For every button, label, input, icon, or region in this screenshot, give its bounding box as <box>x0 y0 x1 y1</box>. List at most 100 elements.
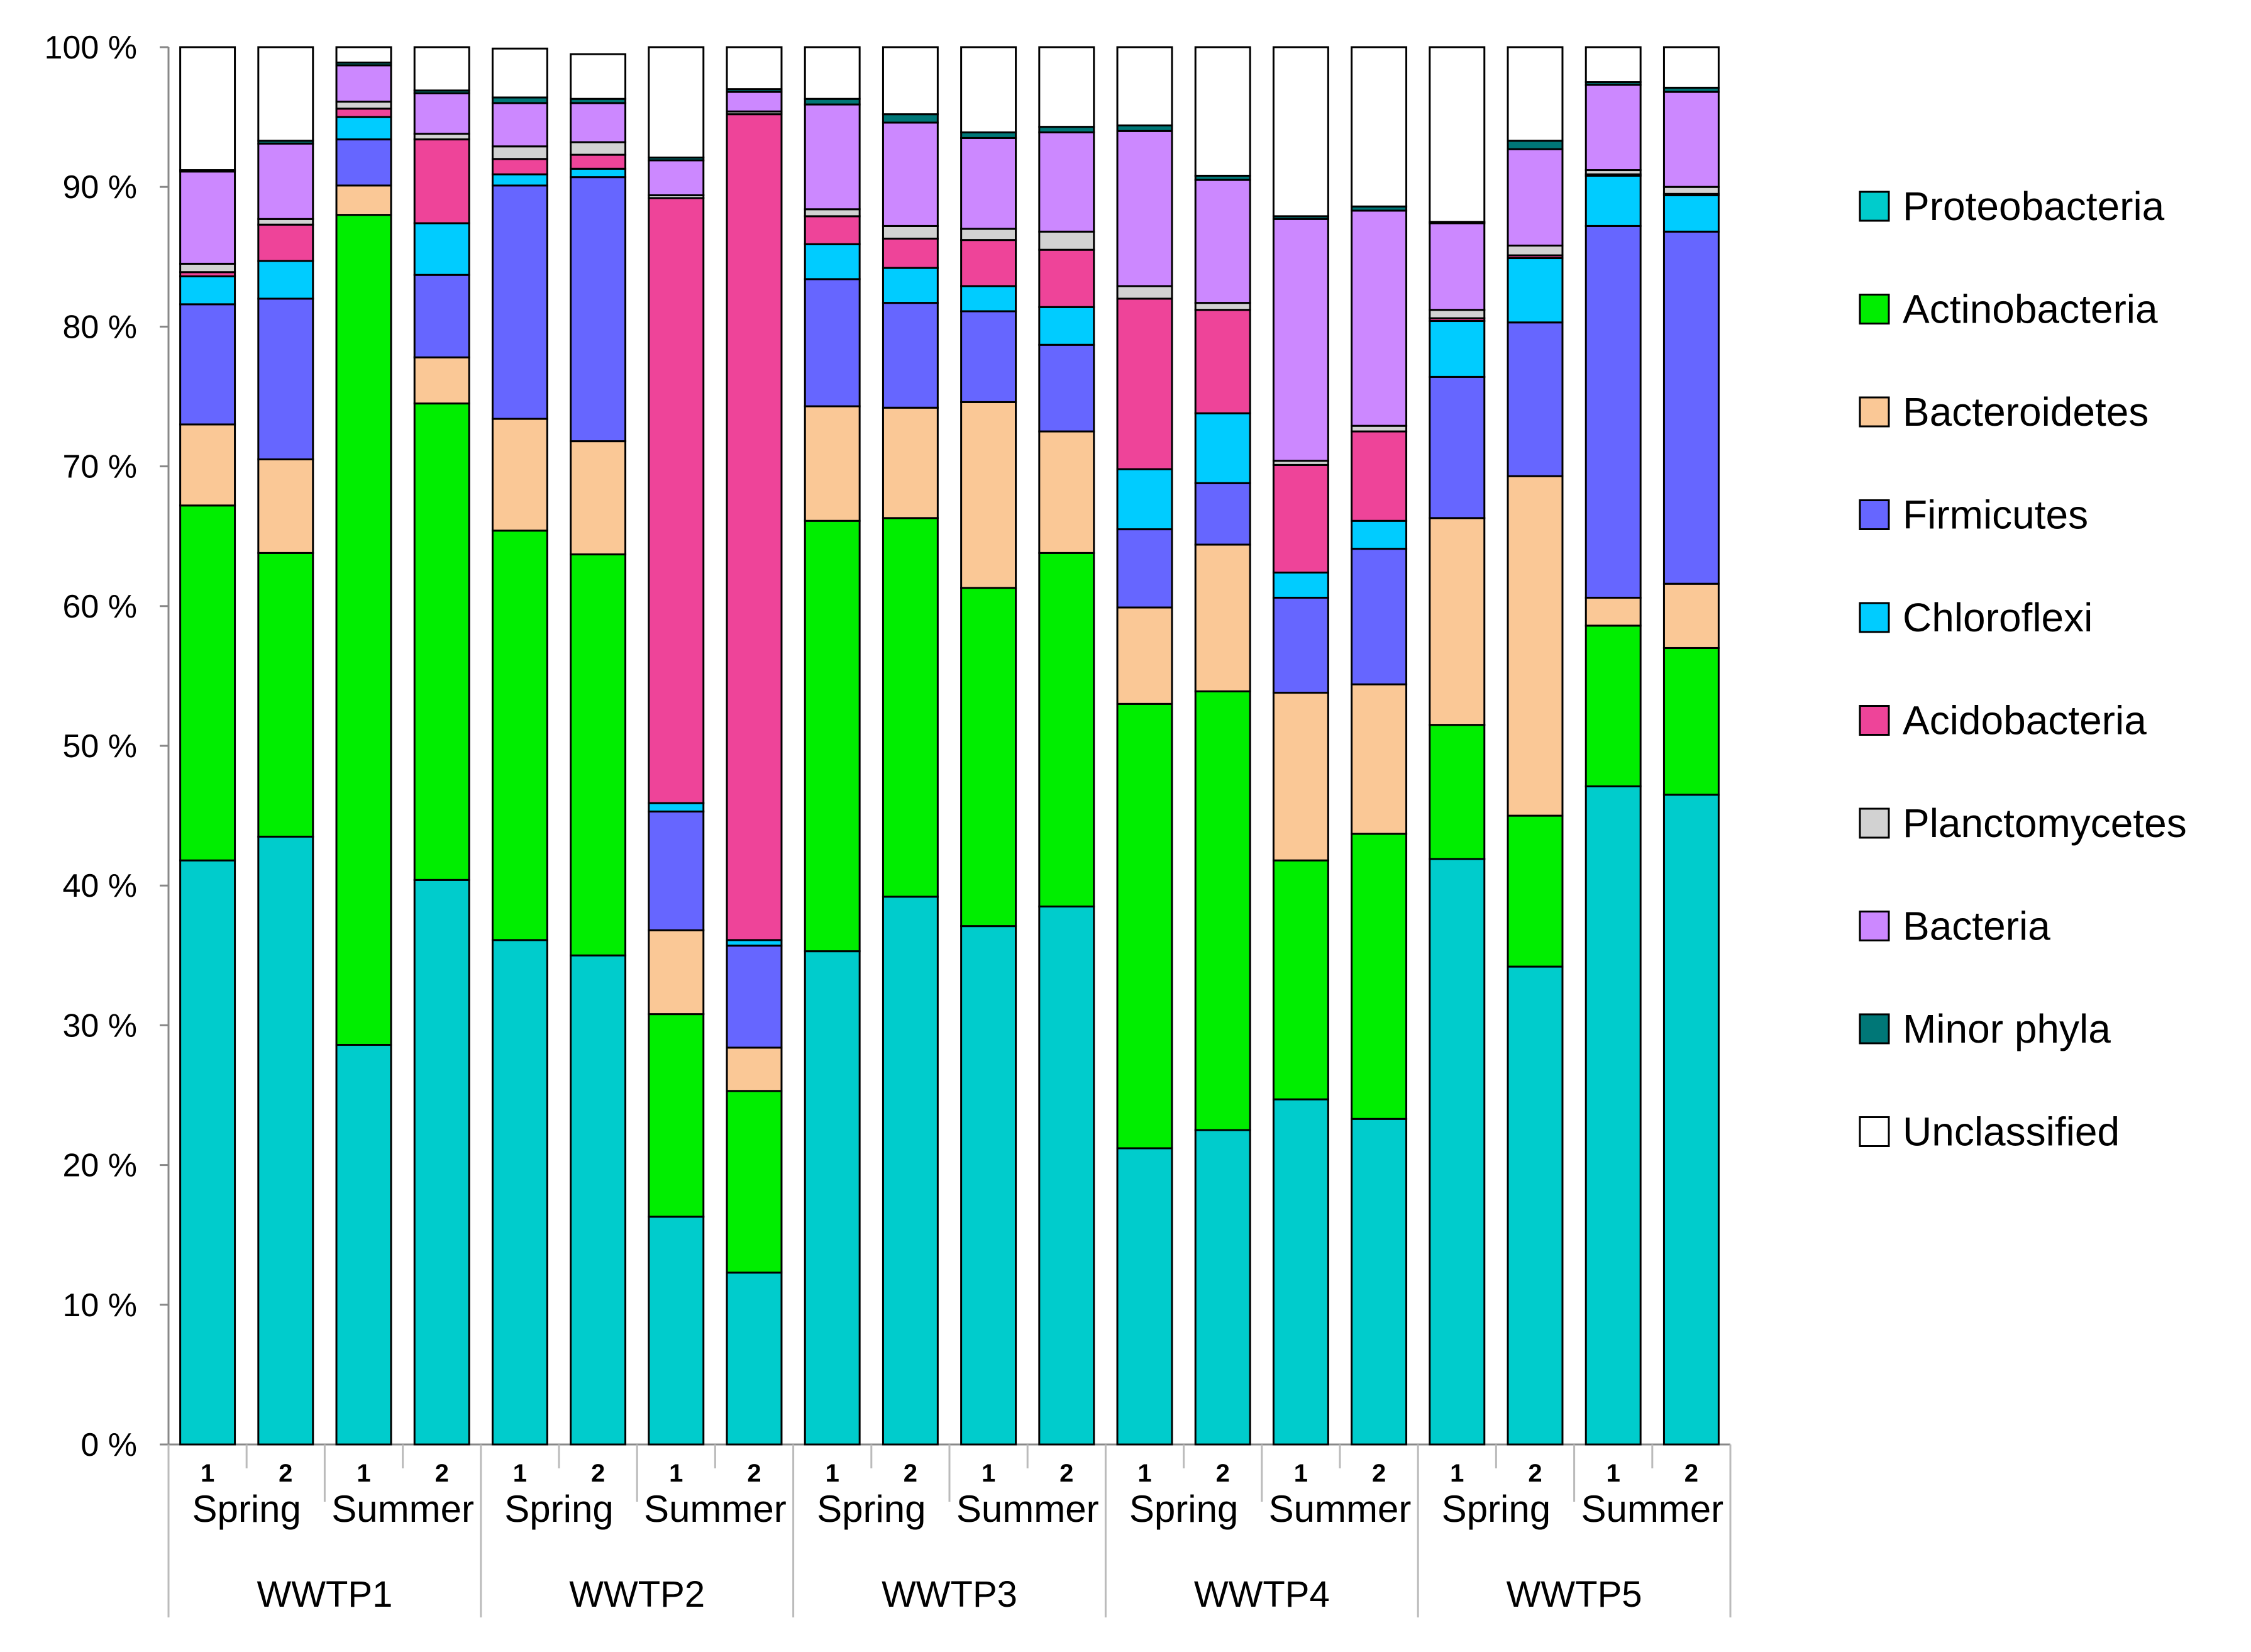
bar-segment <box>257 297 314 460</box>
bar-segment <box>804 243 861 280</box>
bar-segment <box>179 423 236 507</box>
bar-segment <box>1507 257 1564 324</box>
bar-segment <box>882 406 939 519</box>
season-label: Summer <box>1269 1488 1412 1530</box>
replicate-label: 1 <box>1137 1460 1151 1487</box>
bar-segment <box>1507 148 1564 247</box>
bar-segment <box>1194 482 1251 546</box>
bar-segment <box>1662 91 1720 188</box>
bar-segment <box>1272 859 1329 1100</box>
bar-segment <box>491 184 548 420</box>
bar-segment <box>413 356 470 405</box>
season-label: Summer <box>644 1488 787 1530</box>
bar-segment <box>570 141 627 156</box>
replicate-label: 1 <box>357 1460 370 1487</box>
bar-segment <box>1194 690 1251 1131</box>
bar-segment <box>1429 320 1486 378</box>
legend-label: Minor phyla <box>1903 1006 2111 1051</box>
replicate-label: 2 <box>1059 1460 1073 1487</box>
bar-segment <box>1351 548 1408 685</box>
bar-segment <box>1429 375 1486 519</box>
bar-segment <box>1507 814 1564 968</box>
legend-label: Firmicutes <box>1903 492 2088 538</box>
bar-segment <box>648 46 705 159</box>
bar-segment <box>257 552 314 838</box>
bar-segment <box>648 929 705 1016</box>
y-tick-label: 0 % <box>80 1427 137 1463</box>
y-tick-label: 30 % <box>62 1007 137 1044</box>
bar-segment <box>1507 245 1564 257</box>
bar-segment <box>491 102 548 148</box>
legend-swatch <box>1859 807 1890 839</box>
bar-segment <box>335 138 392 187</box>
group-label: WWTP4 <box>1194 1574 1330 1615</box>
bar-segment <box>726 46 783 91</box>
bar-segment <box>1194 179 1251 304</box>
bar-segment <box>882 302 939 409</box>
bar-segment <box>960 285 1017 313</box>
replicate-label: 2 <box>747 1460 761 1487</box>
bar-segment <box>1507 321 1564 477</box>
legend-label: Unclassified <box>1903 1109 2120 1155</box>
legend-swatch <box>1859 396 1890 428</box>
bar-segment <box>1272 571 1329 599</box>
bar-segment <box>1038 230 1095 251</box>
legend-label: Chloroflexi <box>1903 595 2093 640</box>
bar-segment <box>570 176 627 443</box>
bar-segment <box>491 418 548 532</box>
bar-segment <box>1662 46 1720 89</box>
bar-segment <box>1038 248 1095 308</box>
bar-segment <box>804 103 861 211</box>
bar-segment <box>648 1013 705 1218</box>
bar-segment <box>179 46 236 172</box>
bar-segment <box>1585 596 1642 627</box>
y-axis: 0 % 10 % 20 % 30 % 40 % 50 % 60 % 70 % 80 % 90 % 1… <box>45 30 1730 1463</box>
bar-segment <box>960 587 1017 928</box>
bar-segment <box>413 402 470 881</box>
bar-segment <box>1194 1129 1251 1446</box>
bar-segment <box>1351 683 1408 835</box>
bar-segment <box>804 46 861 100</box>
bar-segment <box>491 173 548 187</box>
bar-segment <box>960 401 1017 589</box>
y-tick-label: 40 % <box>62 868 137 904</box>
replicate-label: 1 <box>201 1460 214 1487</box>
bar-segment <box>1585 785 1642 1446</box>
bar-segment <box>413 138 470 225</box>
replicate-label: 1 <box>826 1460 839 1487</box>
bar-segment <box>882 121 939 227</box>
replicate-label: 2 <box>1372 1460 1386 1487</box>
bar-segment <box>804 405 861 522</box>
bar-segment <box>726 1272 783 1446</box>
bar-segment <box>1038 552 1095 908</box>
group-label: WWTP3 <box>882 1574 1017 1615</box>
replicate-label: 1 <box>1450 1460 1464 1487</box>
legend: Proteobacteria Actinobacteria Bacteroidete… <box>1859 184 2187 1155</box>
bar-segment <box>1116 606 1173 705</box>
bar-segment <box>335 184 392 216</box>
bar-segment <box>1351 1117 1408 1446</box>
replicate-label: 2 <box>591 1460 605 1487</box>
bar-segment <box>491 939 548 1446</box>
bar-segment <box>882 46 939 116</box>
bar-segment <box>804 950 861 1446</box>
legend-label: Bacteroidetes <box>1903 389 2149 435</box>
season-label: Summer <box>1581 1488 1723 1530</box>
bar-segment <box>1272 692 1329 862</box>
bar-segment <box>804 215 861 245</box>
y-tick-label: 50 % <box>62 728 137 765</box>
replicate-label: 2 <box>279 1460 292 1487</box>
bar-segment <box>1662 646 1720 796</box>
bar-segment <box>1038 46 1095 128</box>
bar-segment <box>1351 46 1408 208</box>
bar-segment <box>1507 140 1564 150</box>
bar-segment <box>1585 84 1642 172</box>
bar-segment <box>960 228 1017 241</box>
bar-segment <box>882 517 939 898</box>
bar-segment <box>335 214 392 1046</box>
bar-segment <box>1662 794 1720 1446</box>
bar-segment <box>960 136 1017 230</box>
bar-segment <box>804 278 861 407</box>
